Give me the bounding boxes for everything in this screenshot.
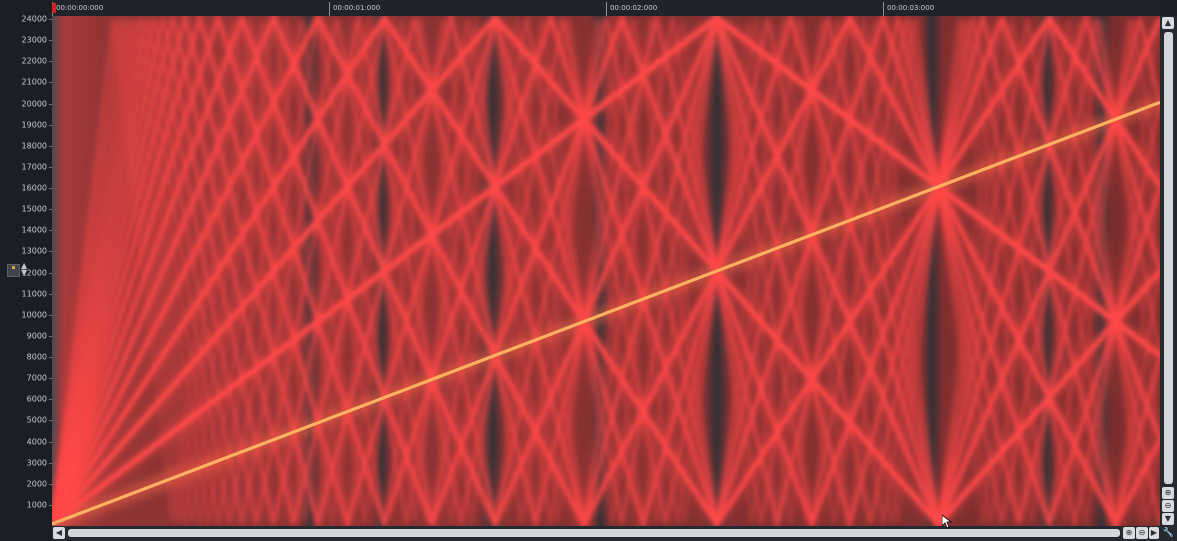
zoom-in-icon[interactable]: ⊕ [1162,487,1174,499]
zoom-out-icon[interactable]: ⊖ [1136,527,1148,539]
harmonic-14 [52,16,1160,526]
axis-zoom-icon[interactable]: ▲ ▼ [5,261,29,277]
frequency-tick [49,483,52,485]
arrow-up-icon[interactable]: ▲ [1162,17,1174,29]
frequency-tick [49,188,52,189]
harmonic-17 [52,16,1160,526]
frequency-label: 9000 [26,331,47,341]
frequency-label: 7000 [26,373,47,383]
frequency-tick [49,166,52,168]
playhead-marker[interactable] [52,3,56,13]
frequency-tick [49,19,52,20]
frequency-label: 6000 [26,394,47,404]
frequency-label: 16000 [21,183,47,193]
frequency-label: 4000 [26,437,47,446]
harmonic-15 [52,17,1160,525]
time-tick [329,2,330,16]
spectrogram-view[interactable] [52,16,1160,526]
frequency-label: 15000 [21,204,47,214]
frequency-label: 10000 [21,310,47,320]
frequency-tick [49,145,52,147]
frequency-label: 17000 [21,162,47,172]
frequency-tick [49,357,52,358]
arrow-right-icon[interactable]: ▶ [1149,527,1159,539]
arrow-left-icon[interactable]: ◀ [53,527,65,539]
axis-zoom-arrows: ▲ ▼ [21,261,28,277]
frequency-tick [49,399,52,401]
frequency-tick [49,61,52,63]
harmonic-22 [52,17,1160,525]
harmonic-20 [52,17,1160,525]
vertical-scrollbar[interactable]: ▲ ⊕ ⊖ ▼ [1160,16,1177,526]
frequency-label: 19000 [21,120,47,130]
frequency-tick [49,314,52,316]
time-tick [883,2,884,16]
frequency-label: 12000 [21,268,47,277]
frequency-tick [49,82,52,84]
frequency-tick [49,103,52,105]
zoom-in-icon[interactable]: ⊕ [1123,527,1135,539]
harmonic-18 [52,17,1160,525]
time-label-3: 00:00:03:000 [887,4,935,12]
time-label-0: 00:00:00:000 [56,4,104,12]
frequency-tick [49,272,52,274]
frequency-tick [49,441,52,443]
time-tick [606,2,607,16]
frequency-label: 14000 [21,225,47,235]
axis-zoom-box [7,264,20,277]
arrow-down-icon[interactable]: ▼ [1162,513,1174,525]
frequency-tick [49,209,52,211]
harmonics-core [52,100,1160,526]
frequency-label: 8000 [26,352,47,362]
frequency-tick [49,124,52,126]
frequency-tick [49,251,52,253]
harmonic-21 [52,17,1160,525]
frequency-label: 5000 [26,415,47,425]
vertical-scroll-thumb[interactable] [1164,32,1173,484]
time-label-1: 00:00:01:000 [333,4,381,12]
frequency-label: 24000 [21,14,47,24]
frequency-tick [49,230,52,232]
frequency-label: 22000 [21,56,47,66]
frequency-tick [49,378,52,380]
fundamental-line [52,100,1160,526]
frequency-label: 20000 [21,99,47,108]
frequency-label: 2000 [26,479,47,489]
frequency-tick [49,504,52,506]
frequency-tick [49,335,52,337]
frequency-tick [49,462,52,464]
zoom-out-icon[interactable]: ⊖ [1162,500,1174,512]
mouse-pointer-icon [942,515,952,529]
frequency-label: 11000 [21,289,47,299]
frequency-label: 1000 [26,500,47,510]
harmonic-19 [52,17,1160,525]
frequency-label: 3000 [26,458,47,468]
time-label-2: 00:00:02:000 [610,4,658,12]
frequency-tick [49,420,52,422]
frequency-label: 18000 [21,141,47,151]
wrench-icon[interactable]: 🔧 [1160,526,1177,541]
horizontal-scroll-thumb[interactable] [68,529,1120,537]
harmonic-13 [52,16,1160,526]
spectrogram-canvas [52,16,1160,526]
time-ruler[interactable]: 00:00:00:000 00:00:01:000 00:00:02:000 0… [52,0,1160,16]
frequency-tick [49,40,52,42]
horizontal-scrollbar[interactable]: ◀ ⊕ ⊖ ▶ [52,526,1160,541]
frequency-label: 13000 [21,246,47,256]
frequency-label: 21000 [21,77,47,87]
harmonic-16 [52,20,1160,525]
frequency-tick [49,293,52,295]
harmonic-12 [52,17,1160,525]
frequency-label: 23000 [21,35,47,45]
harmonics [52,16,1160,526]
